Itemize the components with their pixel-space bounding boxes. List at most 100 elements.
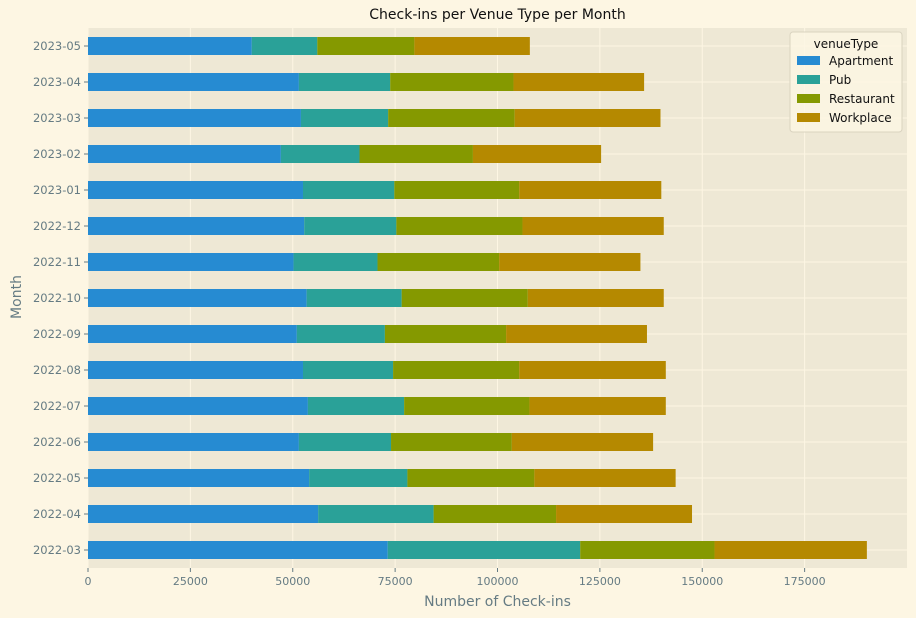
bar-segment (556, 505, 693, 523)
y-tick-label: 2022-05 (33, 471, 81, 485)
x-tick-label: 100000 (477, 575, 519, 588)
y-tick-label: 2022-03 (33, 543, 81, 557)
y-tick-label: 2023-04 (33, 75, 81, 89)
bar-segment (404, 397, 530, 415)
bar-segment (534, 469, 676, 487)
bar-segment (88, 253, 294, 271)
y-tick-label: 2022-08 (33, 363, 81, 377)
y-tick-label: 2022-12 (33, 219, 81, 233)
bar-segment (391, 433, 512, 451)
bar-segment (302, 181, 395, 199)
bar-segment (88, 433, 299, 451)
bar-segment (506, 325, 647, 343)
bar-segment (317, 37, 415, 55)
bar-segment (513, 73, 645, 91)
bar-segment (407, 469, 535, 487)
legend-label: Restaurant (829, 92, 895, 106)
y-tick-label: 2022-10 (33, 291, 81, 305)
y-tick-label: 2023-01 (33, 183, 81, 197)
bar-segment (88, 361, 303, 379)
y-tick-label: 2023-02 (33, 147, 81, 161)
bar-segment (88, 325, 297, 343)
bar-segment (88, 505, 319, 523)
legend-swatch (797, 75, 820, 84)
series-apartment (88, 37, 388, 559)
bar-segment (414, 37, 530, 55)
x-tick-label: 150000 (681, 575, 723, 588)
y-tick-label: 2022-06 (33, 435, 81, 449)
series-restaurant (317, 37, 715, 559)
bar-segment (384, 325, 507, 343)
bar-segment (309, 469, 408, 487)
bar-segment (401, 289, 528, 307)
series-pub (251, 37, 581, 559)
x-axis-label: Number of Check-ins (424, 594, 571, 610)
x-tick-label: 175000 (784, 575, 826, 588)
chart-title: Check-ins per Venue Type per Month (369, 7, 625, 23)
bar-segment (88, 289, 307, 307)
bar-segment (519, 181, 662, 199)
bar-segment (359, 145, 473, 163)
bar-segment (88, 73, 299, 91)
legend-swatch (797, 94, 820, 103)
bar-segment (88, 109, 301, 127)
bar-segment (251, 37, 318, 55)
y-tick-label: 2023-03 (33, 111, 81, 125)
y-tick-label: 2022-09 (33, 327, 81, 341)
bar-segment (387, 541, 581, 559)
y-tick-label: 2022-11 (33, 255, 81, 269)
y-axis-label: Month (9, 275, 25, 319)
y-tick-label: 2023-05 (33, 39, 81, 53)
bar-segment (390, 73, 514, 91)
bar-segment (88, 397, 308, 415)
legend-title: venueType (814, 37, 879, 51)
bar-segment (300, 109, 389, 127)
bar-segment (511, 433, 654, 451)
bar-segment (88, 469, 310, 487)
bar-segment (88, 37, 252, 55)
bar-segment (522, 217, 664, 235)
legend-label: Apartment (829, 54, 893, 68)
bar-segment (88, 181, 303, 199)
bar-segment (88, 145, 281, 163)
bar-segment (280, 145, 360, 163)
x-tick-label: 0 (85, 575, 92, 588)
bars (88, 37, 867, 559)
axes: 0 25000 50000 75000 100000 125000 150000 175000… (33, 39, 826, 588)
bar-segment (394, 181, 520, 199)
legend-label: Pub (829, 73, 851, 87)
bar-segment (396, 217, 523, 235)
y-tick-label: 2022-04 (33, 507, 81, 521)
bar-segment (388, 109, 515, 127)
bar-segment (514, 109, 661, 127)
x-tick-label: 75000 (378, 575, 413, 588)
bar-segment (499, 253, 641, 271)
bar-segment (88, 541, 388, 559)
bar-segment (529, 397, 666, 415)
bar-segment (377, 253, 500, 271)
bar-segment (293, 253, 378, 271)
bar-segment (393, 361, 520, 379)
series-workplace (414, 37, 867, 559)
legend-swatch (797, 56, 820, 65)
x-tick-label: 50000 (275, 575, 310, 588)
bar-segment (306, 289, 402, 307)
x-tick-label: 25000 (173, 575, 208, 588)
y-tick-label: 2022-07 (33, 399, 81, 413)
legend-label: Workplace (829, 111, 892, 125)
bar-segment (519, 361, 666, 379)
legend: venueType Apartment Pub Restaurant Workplace (789, 31, 903, 133)
x-tick-label: 125000 (579, 575, 621, 588)
bar-segment (580, 541, 715, 559)
bar-segment (88, 217, 305, 235)
bar-segment (298, 433, 392, 451)
bar-segment (296, 325, 385, 343)
bar-segment (302, 361, 394, 379)
bar-segment (298, 73, 391, 91)
bar-segment (307, 397, 405, 415)
bar-segment (304, 217, 397, 235)
bar-segment (318, 505, 434, 523)
bar-segment (472, 145, 602, 163)
